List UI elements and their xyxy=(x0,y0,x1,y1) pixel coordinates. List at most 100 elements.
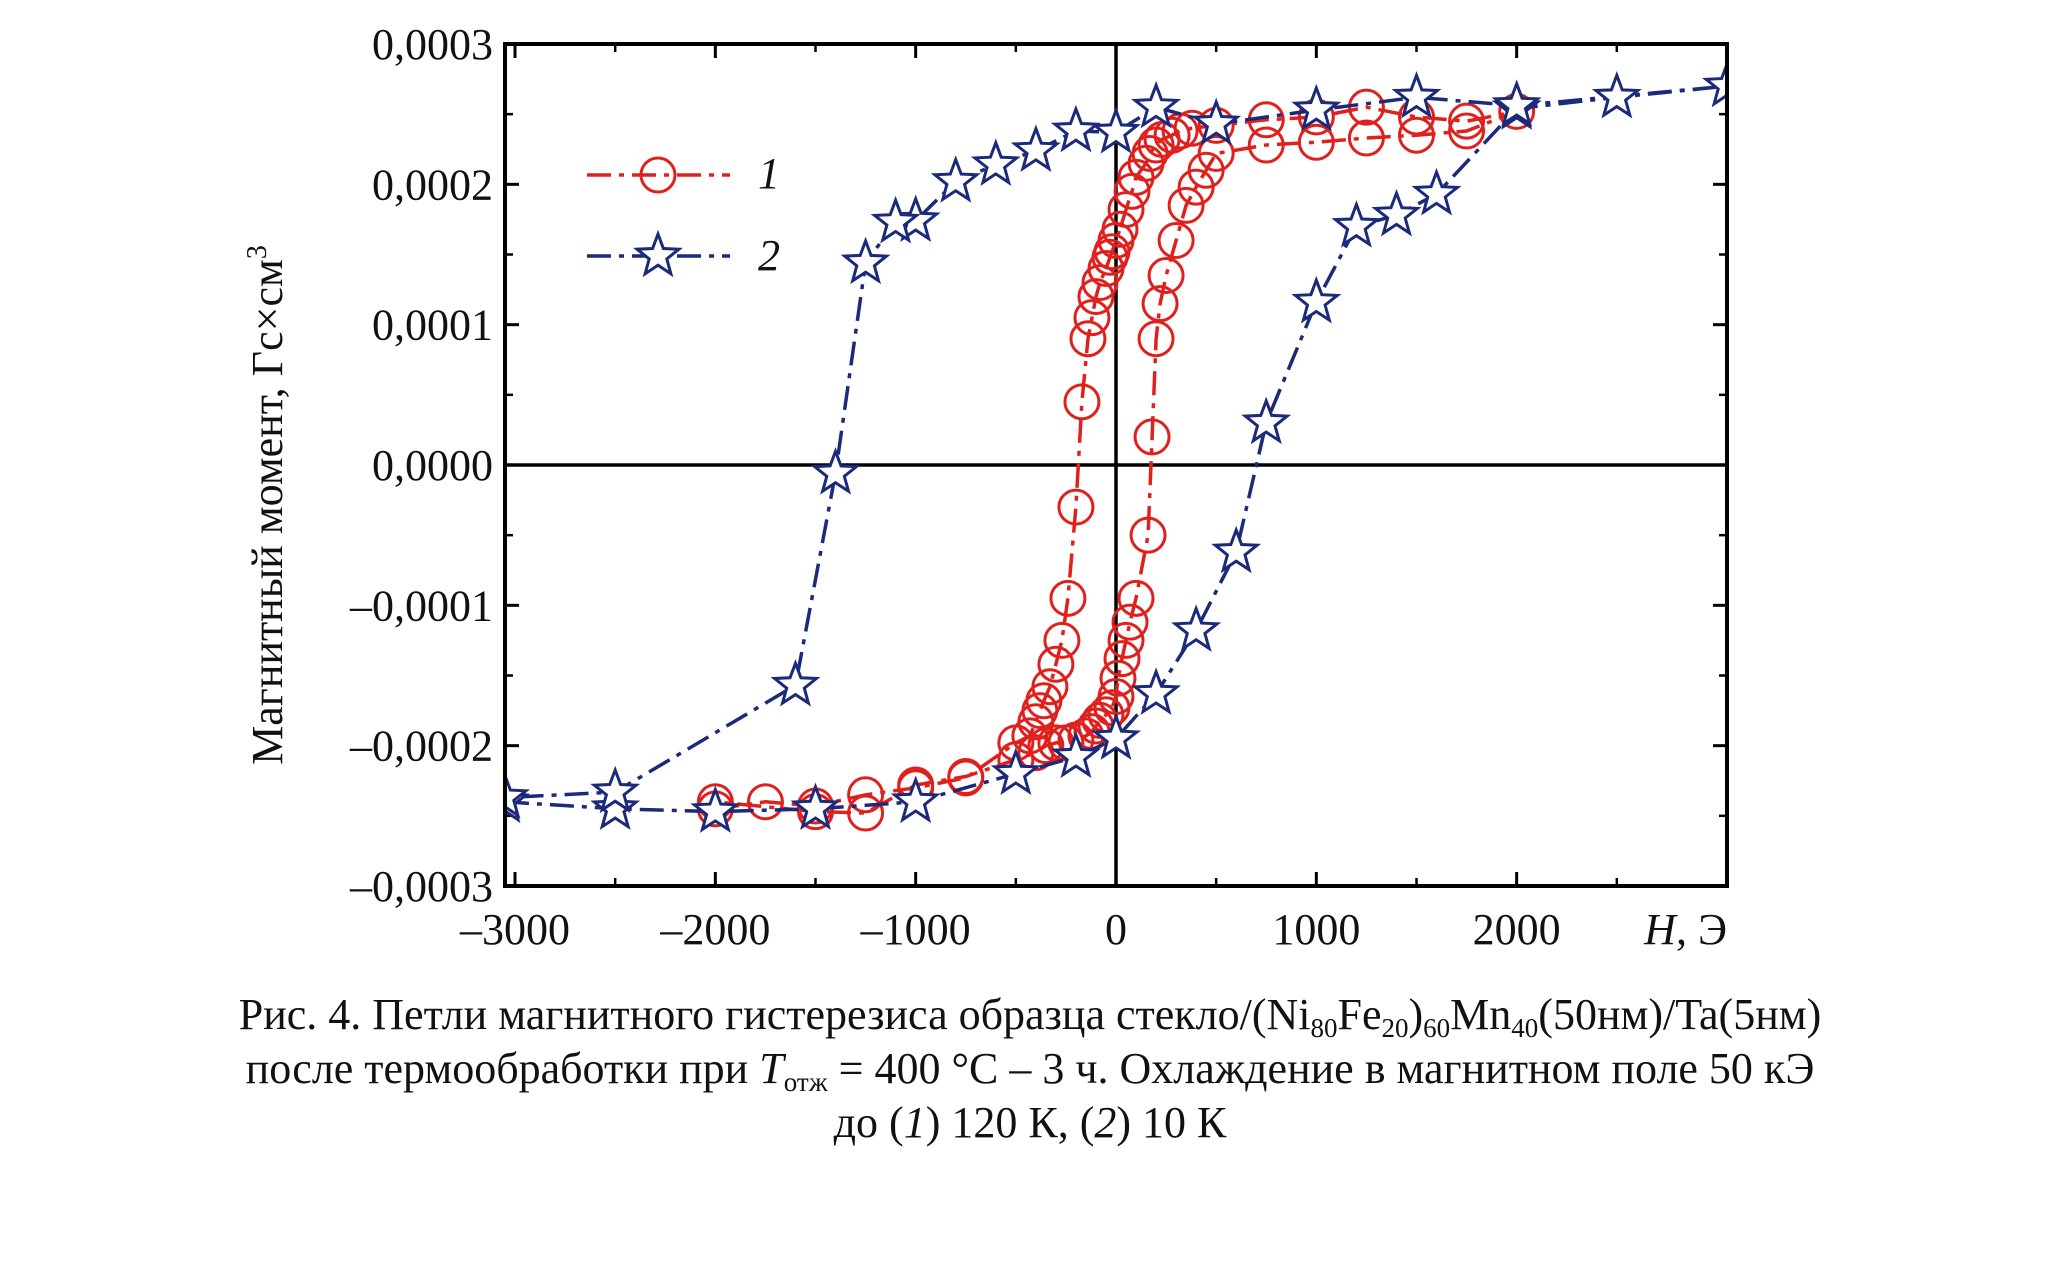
data-point-star xyxy=(1291,275,1342,324)
data-point-circle xyxy=(1247,126,1285,164)
data-point-star xyxy=(1291,83,1342,132)
data-point-star xyxy=(1411,167,1462,216)
legend-marker-circle xyxy=(639,156,677,194)
y-axis-label: Магнитный момент, Гс×см3 xyxy=(242,245,292,765)
data-point-circle xyxy=(1027,727,1065,765)
data-point-star xyxy=(1591,71,1642,119)
x-tick-labels: –3000 –2000 –1000 0 1000 2000 xyxy=(459,905,1561,954)
legend-label-1: 1 xyxy=(758,149,780,198)
data-point-star xyxy=(1131,80,1182,129)
data-point-circle xyxy=(1057,488,1095,526)
data-point-star xyxy=(930,155,981,203)
data-point-circle xyxy=(1131,134,1169,172)
data-point-star xyxy=(790,782,841,831)
x-tick-label: 2000 xyxy=(1473,905,1561,954)
data-point-star xyxy=(1371,188,1422,237)
data-point-star xyxy=(590,765,641,814)
data-point-star xyxy=(1171,604,1222,652)
data-point-star xyxy=(840,236,891,285)
data-point-star xyxy=(1091,712,1141,760)
data-point-star xyxy=(690,785,741,833)
data-point-circle xyxy=(1101,210,1139,248)
data-point-star xyxy=(870,195,921,244)
y-tick-label: 0,0002 xyxy=(372,160,493,209)
data-point-circle xyxy=(1153,116,1191,154)
data-point-star xyxy=(505,771,530,819)
data-point-circle xyxy=(847,776,885,814)
data-point-circle xyxy=(1017,734,1055,772)
data-point-circle xyxy=(1107,621,1145,659)
data-point-circle xyxy=(1397,116,1435,154)
data-point-star xyxy=(1191,97,1242,146)
x-tick-label: –2000 xyxy=(659,905,770,954)
data-point-circle xyxy=(1103,640,1141,678)
y-tick-label: 0,0000 xyxy=(372,441,493,490)
data-point-star xyxy=(890,775,941,824)
data-point-circle xyxy=(1049,579,1087,617)
caption-line-3: до (1) 120 К, (2) 10 К xyxy=(833,1098,1227,1147)
y-tick-label: –0,0003 xyxy=(349,862,493,911)
y-axis-label-superscript: 3 xyxy=(242,245,273,259)
data-point-star xyxy=(1391,70,1442,119)
caption-line-2: после термообработки при Tотж = 400 °C –… xyxy=(245,1044,1815,1097)
x-axis-label: H, Э xyxy=(1643,905,1727,954)
data-point-star xyxy=(1491,79,1542,127)
x-axis-symbol: H xyxy=(1643,905,1678,954)
data-point-circle xyxy=(1117,579,1155,617)
data-point-star xyxy=(1050,104,1101,153)
data-point-circle xyxy=(1111,603,1149,641)
data-point-circle xyxy=(1147,257,1185,295)
data-point-star xyxy=(810,447,861,495)
data-point-circle xyxy=(1157,221,1195,259)
data-point-circle xyxy=(1297,123,1335,161)
data-point-circle xyxy=(1063,383,1101,421)
legend: 1 2 xyxy=(587,149,780,280)
data-point-circle xyxy=(1133,418,1171,456)
caption-line-1: Рис. 4. Петли магнитного гистерезиса обр… xyxy=(238,990,1822,1043)
data-point-circle xyxy=(947,758,985,796)
data-point-circle xyxy=(1037,645,1075,683)
y-tick-label: –0,0001 xyxy=(349,581,493,630)
data-point-circle xyxy=(1031,668,1069,706)
legend-label-2: 2 xyxy=(758,231,780,280)
data-point-circle xyxy=(1073,299,1111,337)
series-2 xyxy=(505,59,1727,833)
data-point-circle xyxy=(847,794,885,832)
data-point-circle xyxy=(1167,186,1205,224)
data-point-star xyxy=(770,659,821,707)
data-point-star xyxy=(1702,59,1727,108)
data-point-circle xyxy=(1043,621,1081,659)
legend-star-shape xyxy=(633,229,683,278)
x-tick-label: 1000 xyxy=(1272,905,1360,954)
data-point-circle xyxy=(1099,659,1137,697)
data-point-circle xyxy=(1347,119,1385,157)
legend-marker-star xyxy=(633,229,683,278)
data-point-circle xyxy=(1077,278,1115,316)
data-point-star xyxy=(1241,396,1292,445)
data-point-star xyxy=(990,747,1041,795)
data-point-circle xyxy=(1137,320,1175,358)
data-point-circle xyxy=(1141,285,1179,323)
data-point-star xyxy=(970,138,1021,186)
x-tick-label: –3000 xyxy=(459,905,570,954)
data-point-star xyxy=(1010,124,1061,172)
data-point-star xyxy=(590,782,641,831)
data-point-star xyxy=(1131,667,1182,715)
data-point-star xyxy=(1331,200,1382,248)
data-point-circle xyxy=(1069,320,1107,358)
y-tick-label: 0,0001 xyxy=(372,301,493,350)
x-tick-label: –1000 xyxy=(860,905,971,954)
y-tick-label: 0,0003 xyxy=(372,20,493,69)
x-axis-unit: , Э xyxy=(1676,905,1727,954)
data-point-star xyxy=(1091,106,1141,154)
series-layer xyxy=(505,59,1727,833)
data-point-circle xyxy=(1129,516,1167,554)
y-tick-label: –0,0002 xyxy=(349,722,493,771)
data-point-circle xyxy=(1177,168,1215,206)
data-point-star xyxy=(1050,730,1101,779)
data-point-circle xyxy=(746,783,784,821)
data-point-circle xyxy=(1448,112,1486,150)
plot-frame xyxy=(503,42,1729,888)
y-tick-labels: 0,0003 0,0002 0,0001 0,0000 –0,0001 –0,0002 –0… xyxy=(349,20,493,911)
